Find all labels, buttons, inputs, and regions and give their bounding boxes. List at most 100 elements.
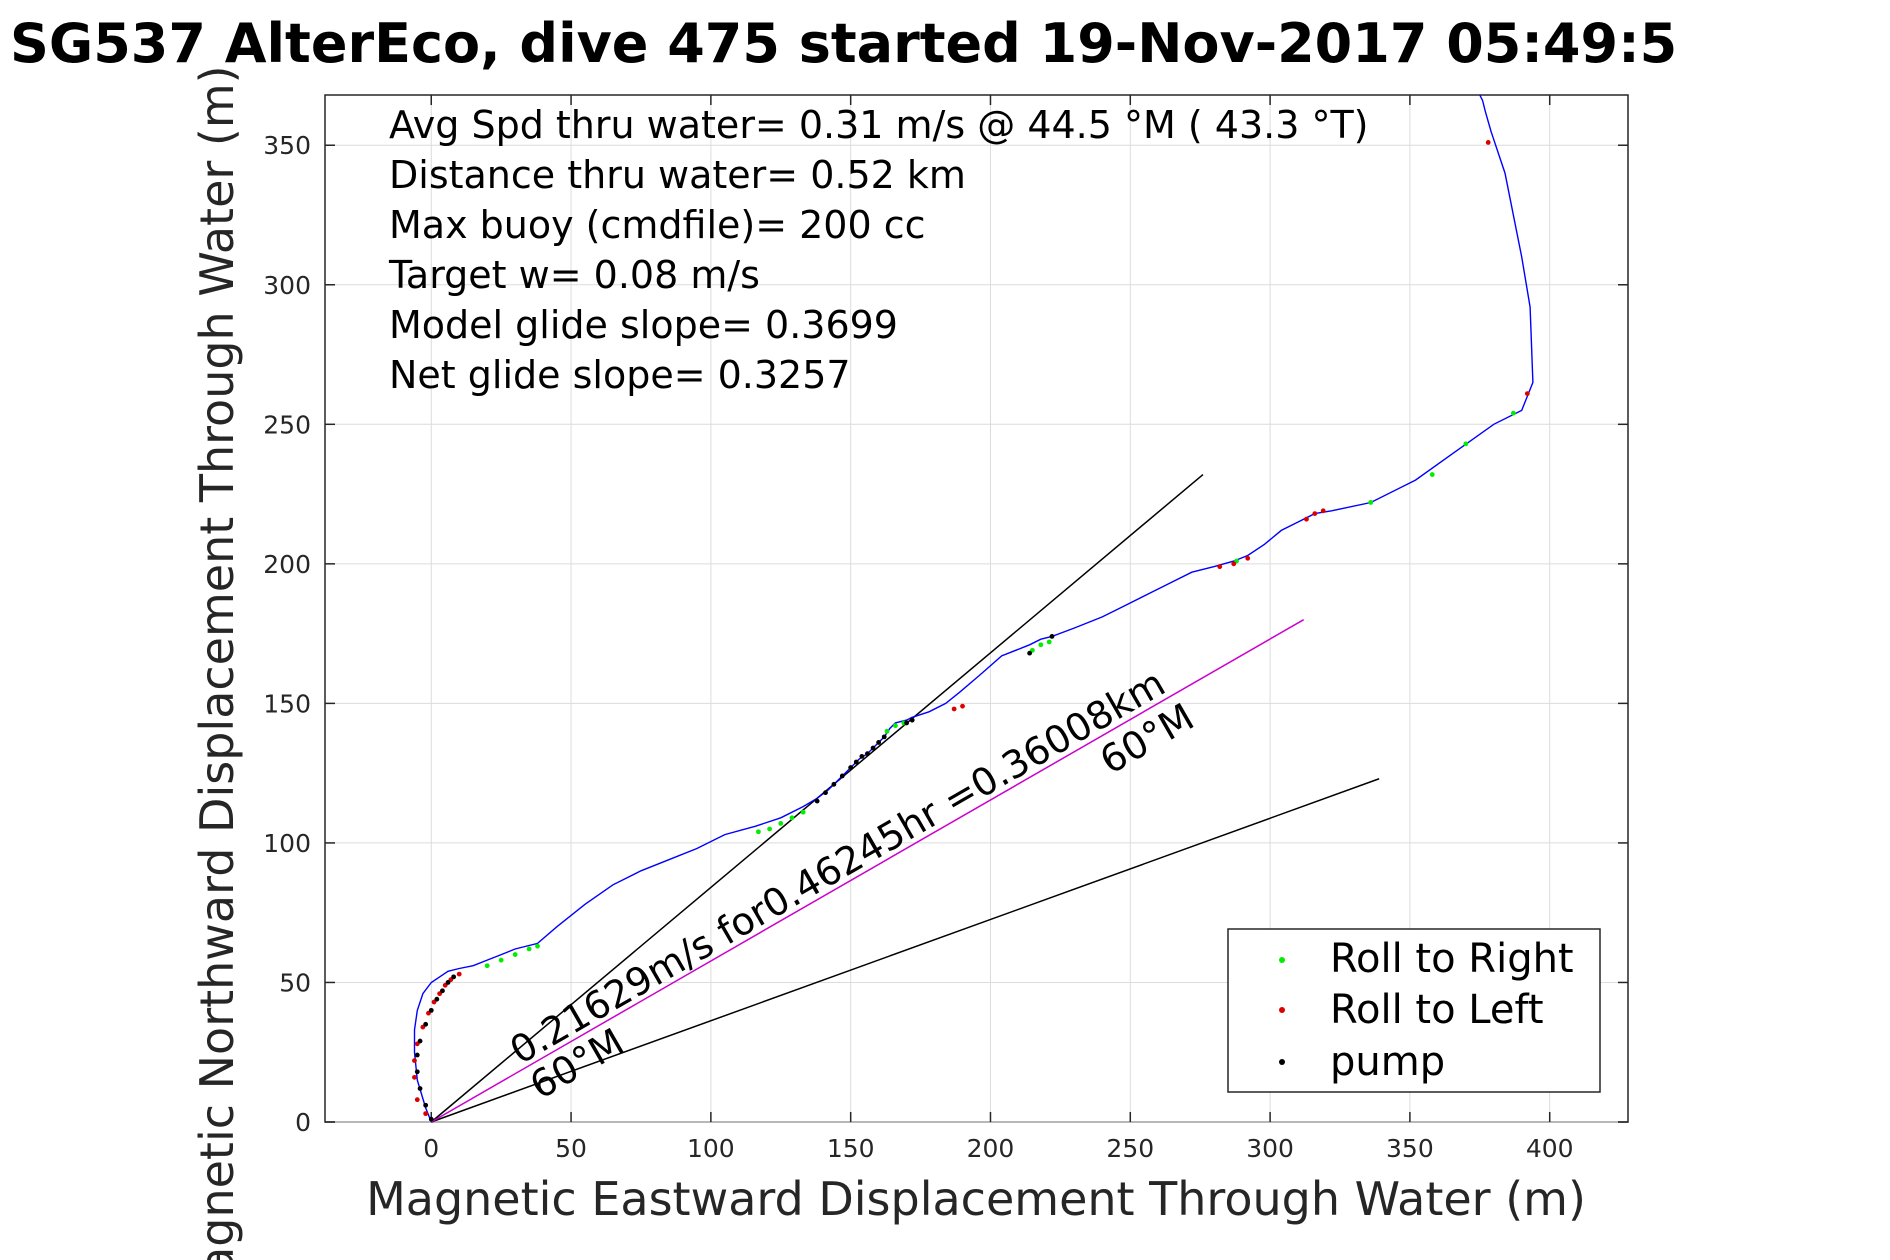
marker-pump	[870, 745, 876, 751]
marker-roll-right	[535, 943, 540, 949]
marker-roll-left	[456, 971, 462, 977]
track-line	[413, 95, 1534, 1122]
marker-pump	[848, 765, 854, 770]
annotation-avg-speed: Avg Spd thru water= 0.31 m/s @ 44.5 °M (…	[389, 103, 1369, 147]
marker-roll-left	[1217, 564, 1223, 570]
annotation-max-buoy: Max buoy (cmdfile)= 200 cc	[389, 203, 926, 247]
legend-label-roll-right: Roll to Right	[1330, 936, 1574, 982]
annotation-distance: Distance thru water= 0.52 km	[389, 153, 966, 197]
x-tick-label: 300	[1246, 1134, 1294, 1163]
marker-roll-right	[767, 826, 772, 832]
legend-box	[1227, 928, 1601, 1093]
x-tick-label: 250	[1106, 1134, 1154, 1163]
marker-pump	[831, 781, 837, 787]
x-tick-label: 350	[1386, 1134, 1434, 1163]
marker-pump	[853, 759, 859, 765]
y-tick-label: 350	[263, 131, 311, 160]
marker-pump	[904, 720, 909, 726]
marker-roll-right	[800, 809, 806, 815]
y-tick-label: 100	[263, 829, 311, 858]
x-tick-label: 200	[967, 1134, 1015, 1163]
y-tick-label: 150	[263, 689, 311, 718]
annotation-model-glide: Model glide slope= 0.3699	[389, 303, 898, 347]
marker-pump	[1049, 634, 1055, 639]
marker-pump	[876, 740, 882, 745]
course-line-black-lower	[430, 778, 1380, 1123]
marker-roll-left	[414, 1097, 420, 1103]
y-tick-label: 50	[279, 968, 311, 997]
marker-pump	[814, 798, 820, 804]
marker-roll-right	[789, 815, 795, 821]
marker-pump	[428, 1007, 434, 1013]
marker-roll-left	[1485, 140, 1491, 145]
marker-roll-right	[1368, 500, 1374, 505]
marker-roll-left	[1245, 555, 1251, 561]
marker-roll-right	[512, 952, 518, 957]
course-line-magenta	[430, 619, 1305, 1123]
marker-roll-left	[960, 703, 965, 709]
legend-label-roll-left: Roll to Left	[1330, 987, 1544, 1033]
x-tick-label: 400	[1526, 1134, 1574, 1163]
marker-pump	[414, 1069, 420, 1075]
marker-roll-right	[1038, 642, 1044, 648]
marker-pump	[428, 1116, 434, 1122]
legend-marker-roll-right	[1279, 957, 1285, 963]
x-tick-label: 150	[827, 1134, 875, 1163]
marker-pump	[909, 717, 915, 723]
legend-label-pump: pump	[1330, 1039, 1445, 1085]
marker-pump	[823, 790, 828, 796]
marker-roll-right	[498, 957, 504, 963]
y-tick-label: 250	[263, 410, 311, 439]
axis-ticks: 0 50 100 150 200 250 300 350 400 0 50 100 150 200 250 3…	[263, 95, 1628, 1163]
marker-pump	[417, 1086, 423, 1091]
track	[413, 95, 1534, 1122]
marker-roll-left	[1320, 508, 1326, 514]
marker-pump	[414, 1052, 420, 1058]
marker-pump	[451, 974, 457, 980]
marker-roll-left	[1312, 511, 1318, 517]
marker-roll-left	[1231, 561, 1237, 567]
marker-roll-right	[484, 963, 490, 969]
marker-roll-right	[1046, 639, 1052, 645]
marker-roll-right	[756, 829, 761, 835]
marker-roll-right	[1510, 410, 1516, 416]
x-tick-label: 50	[555, 1134, 587, 1163]
marker-pump	[445, 980, 451, 985]
marker-pump	[423, 1102, 429, 1108]
marker-roll-left	[951, 706, 957, 712]
marker-pump	[434, 996, 440, 1002]
marker-roll-right	[526, 946, 532, 952]
marker-pump	[865, 751, 870, 757]
y-tick-label: 300	[263, 271, 311, 300]
legend-marker-roll-left	[1279, 1007, 1285, 1013]
annotation-net-glide: Net glide slope= 0.3257	[389, 353, 851, 397]
markers	[412, 140, 1530, 1122]
marker-roll-left	[412, 1058, 417, 1064]
legend-marker-pump	[1279, 1059, 1285, 1065]
marker-roll-left	[1524, 391, 1530, 397]
annotation-block: Avg Spd thru water= 0.31 m/s @ 44.5 °M (…	[388, 103, 1369, 397]
marker-roll-right	[884, 728, 890, 734]
y-tick-label: 200	[263, 550, 311, 579]
marker-roll-left	[423, 1111, 429, 1117]
legend: Roll to Right Roll to Left pump	[1227, 928, 1601, 1093]
marker-roll-left	[1304, 516, 1309, 522]
x-tick-label: 0	[423, 1134, 439, 1163]
x-tick-label: 100	[687, 1134, 735, 1163]
chart-title: SG537 AlterEco, dive 475 started 19-Nov-…	[10, 12, 1677, 75]
marker-pump	[1027, 650, 1033, 656]
marker-roll-right	[1429, 472, 1435, 477]
marker-roll-right	[893, 723, 898, 729]
marker-pump	[417, 1038, 423, 1044]
y-tick-label: 0	[295, 1108, 311, 1137]
y-axis-label: Magnetic Northward Displacement Through …	[190, 65, 244, 1260]
marker-pump	[859, 754, 865, 759]
marker-roll-right	[778, 820, 784, 826]
marker-pump	[440, 988, 445, 994]
x-axis-label: Magnetic Eastward Displacement Through W…	[366, 1172, 1586, 1226]
annotation-target-w: Target w= 0.08 m/s	[388, 253, 760, 297]
marker-pump	[881, 734, 887, 740]
marker-roll-left	[412, 1074, 417, 1080]
marker-pump	[839, 773, 845, 779]
